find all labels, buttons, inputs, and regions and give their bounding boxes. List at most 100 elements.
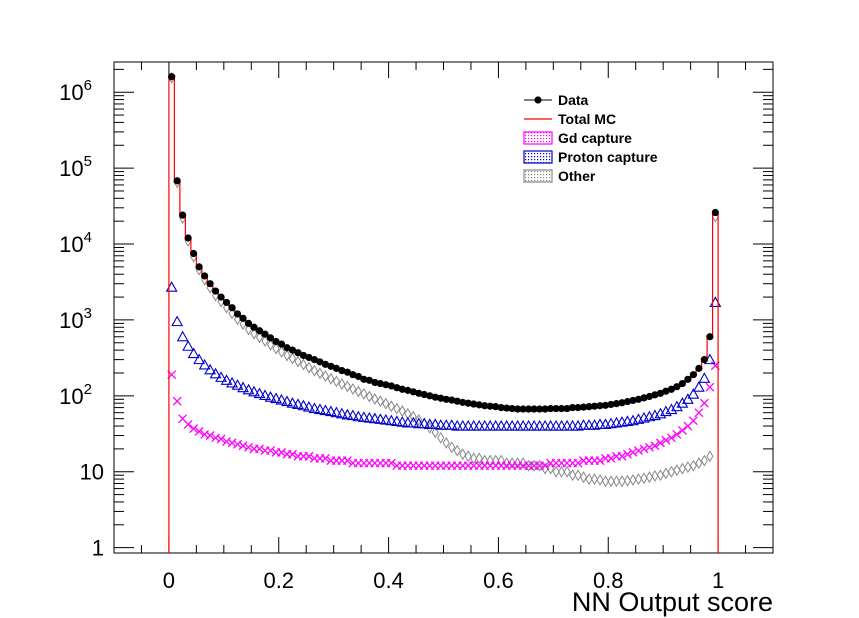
- data-point: [404, 386, 412, 394]
- gd-capture-point: [194, 426, 204, 436]
- gd-capture-point: [172, 396, 182, 406]
- y-tick-base: 10: [59, 308, 83, 333]
- data-point: [541, 405, 549, 413]
- other-point: [382, 397, 390, 410]
- data-point: [365, 376, 373, 384]
- other-point: [464, 450, 472, 463]
- proton-capture-point: [314, 403, 326, 415]
- other-point: [568, 469, 577, 482]
- proton-capture-point: [385, 414, 398, 426]
- proton-capture-point: [335, 407, 348, 419]
- y-tick-base: 10: [59, 232, 83, 257]
- y-tick-base: 10: [59, 384, 83, 409]
- other-point: [437, 431, 445, 444]
- gd-capture-point: [540, 461, 550, 471]
- data-point: [448, 396, 456, 404]
- data-point: [700, 356, 708, 364]
- data-point: [321, 360, 330, 368]
- other-point: [579, 471, 588, 484]
- gd-capture-point: [342, 456, 352, 466]
- other-point: [448, 441, 456, 454]
- other-point: [475, 452, 483, 465]
- data-point: [310, 356, 319, 364]
- data-point: [470, 400, 478, 408]
- other-point: [618, 475, 626, 488]
- other-point: [266, 338, 275, 351]
- plot-frame: [113, 61, 774, 554]
- gd-capture-point: [606, 453, 616, 463]
- legend-label: Gd capture: [558, 130, 632, 146]
- other-point: [288, 352, 297, 365]
- data-point: [623, 397, 632, 406]
- data-point: [376, 379, 384, 388]
- other-point: [590, 473, 599, 486]
- proton-capture-point: [248, 385, 260, 397]
- other-point: [255, 331, 264, 344]
- legend-swatch: [523, 169, 553, 183]
- gd-capture-point: [666, 433, 676, 443]
- proton-capture-point: [407, 416, 420, 428]
- gd-capture-point: [211, 433, 221, 443]
- data-point: [201, 272, 209, 280]
- data-point: [459, 398, 467, 406]
- x-tick-label: 1: [712, 568, 724, 593]
- proton-capture-point: [215, 371, 228, 382]
- other-point: [596, 473, 604, 486]
- data-point: [431, 393, 439, 401]
- other-point: [634, 473, 643, 486]
- data-point: [557, 404, 566, 413]
- proton-capture-point: [176, 330, 189, 342]
- data-point: [689, 371, 697, 379]
- data-point: [277, 340, 286, 348]
- other-point: [662, 467, 670, 480]
- gd-capture-point: [661, 435, 671, 445]
- data-point: [316, 358, 324, 366]
- data-point: [409, 388, 417, 396]
- other-point: [228, 307, 236, 320]
- proton-capture-point: [209, 367, 222, 379]
- data-point: [601, 401, 610, 409]
- gd-capture-point: [238, 441, 248, 451]
- data-point: [579, 403, 588, 411]
- legend-swatch: [523, 131, 553, 145]
- x-tick-label: 0.8: [593, 568, 624, 593]
- data-point: [255, 327, 264, 335]
- data-point: [332, 364, 341, 372]
- data-point: [684, 375, 692, 383]
- legend-swatch: [523, 150, 553, 164]
- x-tick-label: 0.6: [483, 568, 514, 593]
- y-tick-label: 1: [92, 536, 104, 561]
- data-point: [634, 395, 643, 403]
- proton-capture-point: [253, 387, 266, 399]
- other-point: [343, 380, 351, 393]
- y-tick-exponent: 5: [84, 153, 92, 170]
- proton-capture-point: [698, 372, 711, 383]
- data-point: [585, 403, 593, 411]
- other-point: [645, 471, 654, 484]
- gd-capture-point: [633, 446, 643, 456]
- data-point: [645, 392, 654, 401]
- gd-capture-point: [266, 446, 275, 456]
- other-point: [338, 378, 346, 391]
- data-point: [272, 337, 280, 346]
- proton-capture-point: [330, 406, 343, 418]
- y-tick-base: 10: [59, 80, 83, 105]
- other-point: [316, 367, 324, 380]
- data-point: [711, 208, 719, 217]
- proton-capture-point: [368, 412, 381, 424]
- x-axis-title: NN Output score: [572, 587, 773, 617]
- gd-capture-point: [183, 419, 193, 429]
- data-point: [261, 330, 269, 338]
- other-point: [689, 459, 697, 472]
- gd-capture-point: [672, 429, 682, 439]
- proton-capture-point: [275, 393, 288, 405]
- proton-capture-point: [270, 392, 282, 404]
- other-point: [321, 370, 330, 383]
- proton-capture-point: [226, 376, 239, 388]
- other-point: [371, 392, 379, 405]
- data-point: [612, 400, 621, 408]
- proton-capture-point: [357, 411, 370, 422]
- proton-capture-point: [670, 400, 683, 412]
- data-point: [492, 403, 500, 411]
